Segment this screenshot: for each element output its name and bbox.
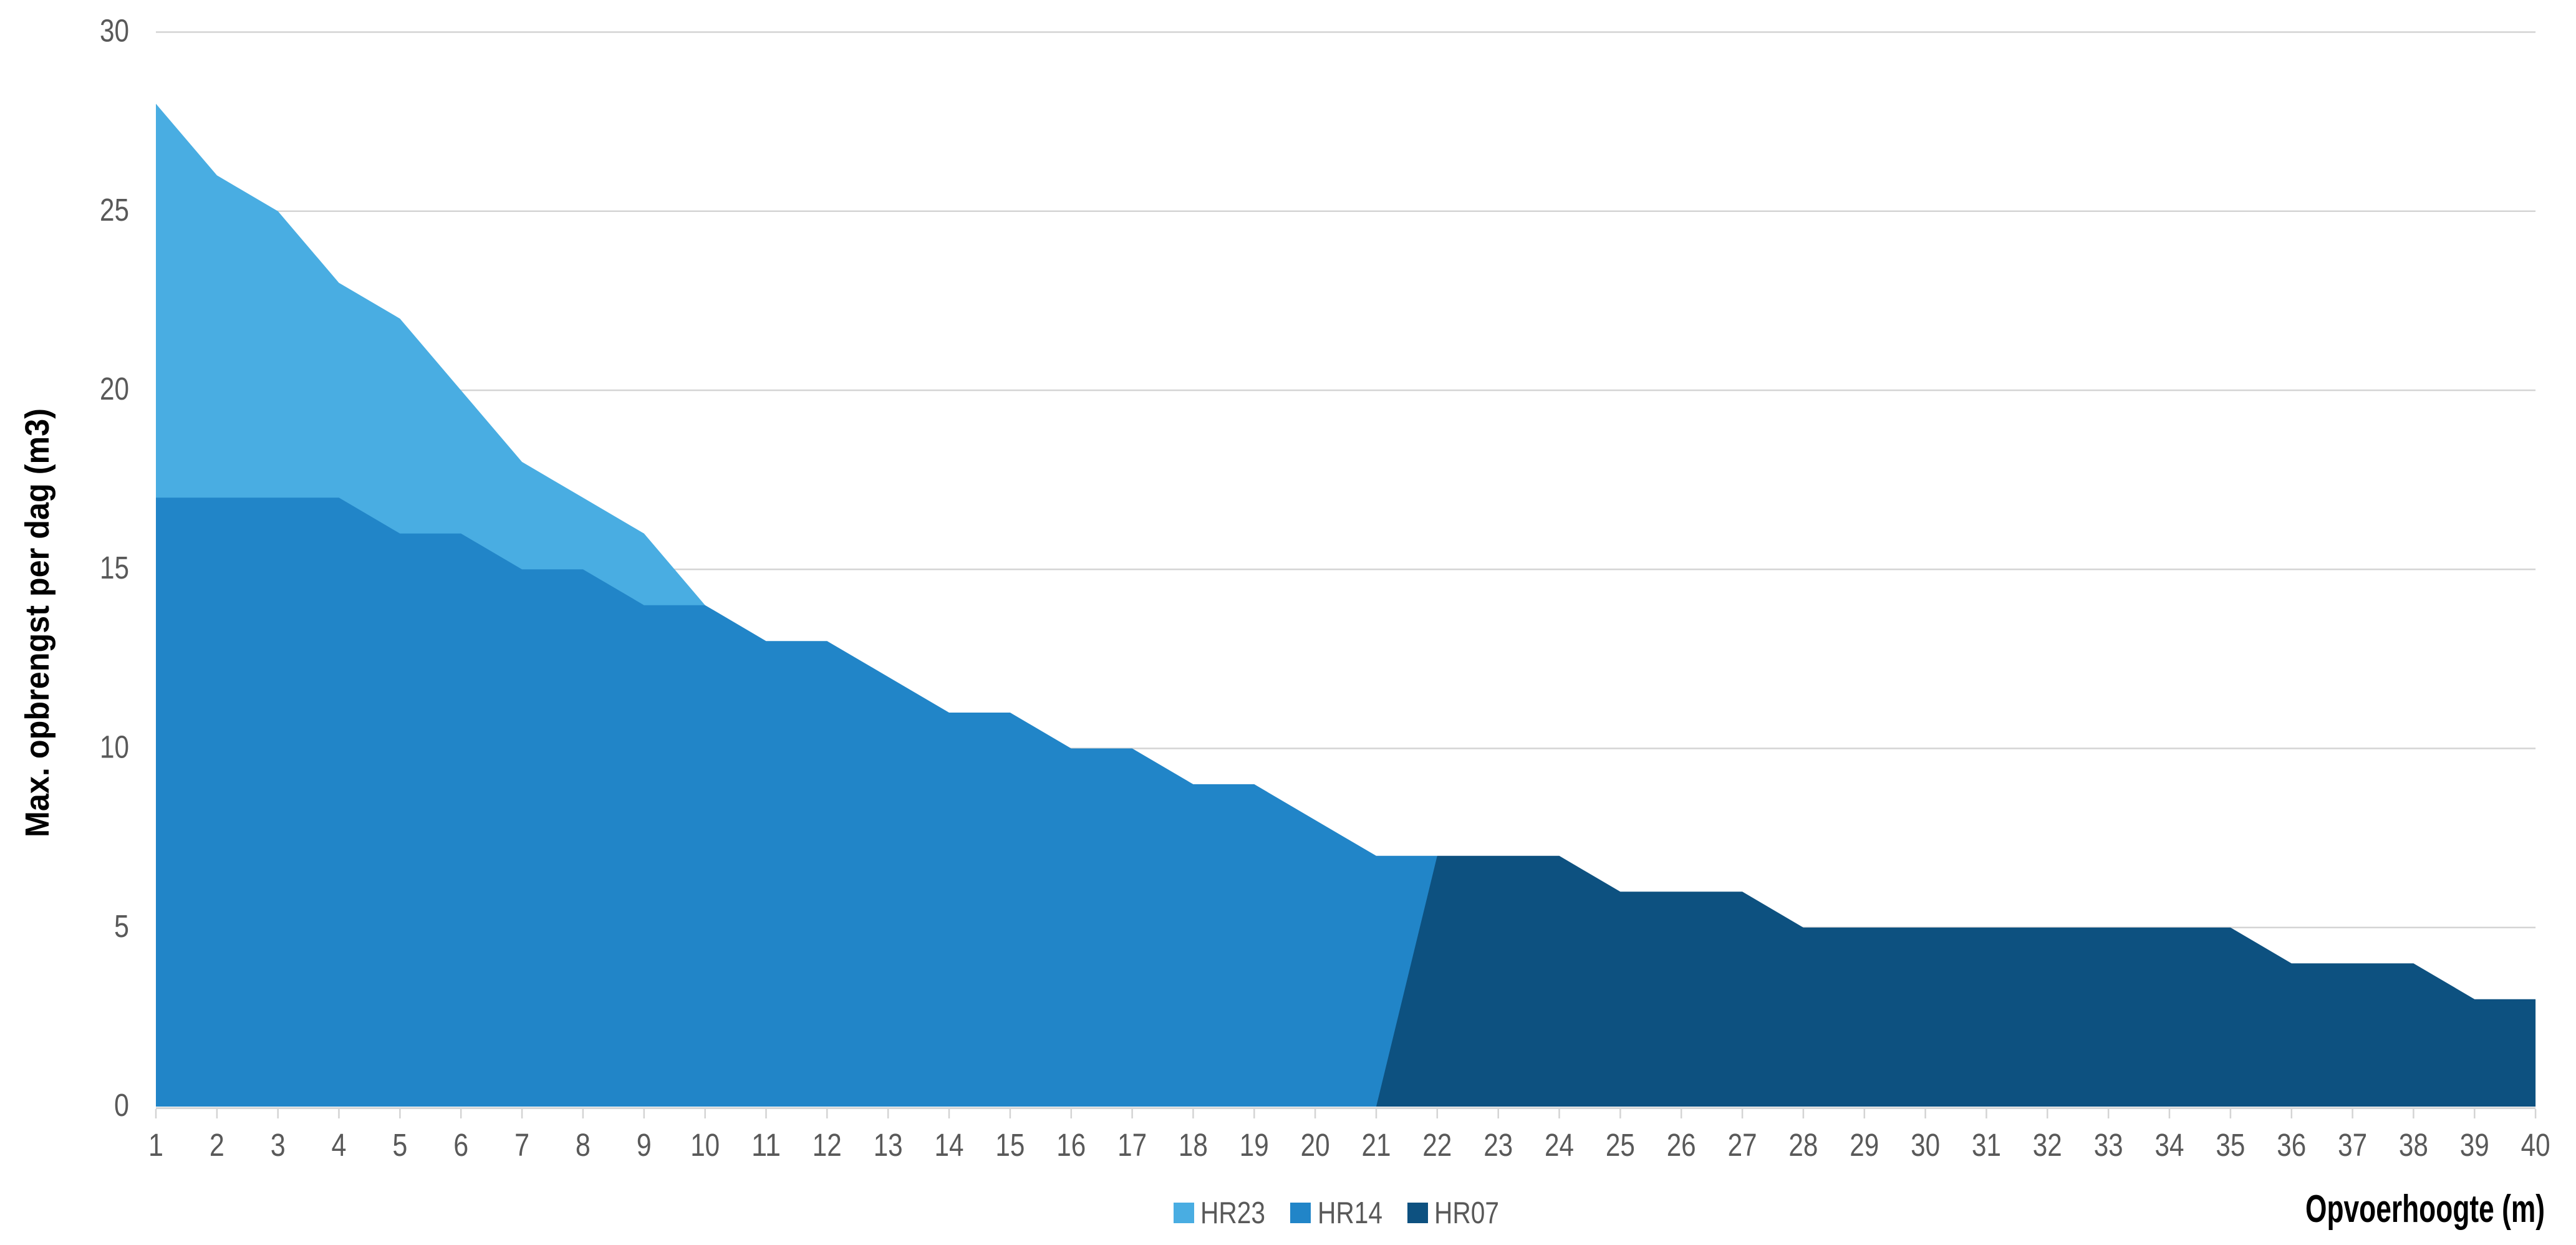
svg-text:14: 14 [935, 1127, 964, 1163]
svg-text:17: 17 [1117, 1127, 1147, 1163]
svg-text:39: 39 [2460, 1127, 2489, 1163]
svg-text:30: 30 [1911, 1127, 1940, 1163]
svg-text:1: 1 [148, 1127, 163, 1163]
svg-text:20: 20 [100, 371, 129, 406]
svg-text:34: 34 [2155, 1127, 2184, 1163]
svg-text:7: 7 [514, 1127, 529, 1163]
svg-text:15: 15 [995, 1127, 1025, 1163]
svg-text:HR23: HR23 [1200, 1196, 1265, 1230]
svg-text:HR07: HR07 [1434, 1196, 1499, 1230]
svg-text:31: 31 [1972, 1127, 2001, 1163]
svg-text:2: 2 [210, 1127, 224, 1163]
svg-text:6: 6 [453, 1127, 468, 1163]
svg-text:24: 24 [1545, 1127, 1574, 1163]
svg-text:5: 5 [114, 908, 129, 944]
svg-text:10: 10 [100, 729, 129, 765]
svg-text:38: 38 [2399, 1127, 2428, 1163]
svg-text:HR14: HR14 [1318, 1196, 1382, 1230]
svg-text:4: 4 [332, 1127, 347, 1163]
svg-text:30: 30 [100, 13, 129, 49]
svg-text:Opvoerhoogte (m): Opvoerhoogte (m) [2305, 1188, 2545, 1231]
svg-text:29: 29 [1850, 1127, 1879, 1163]
svg-text:3: 3 [271, 1127, 286, 1163]
svg-text:22: 22 [1422, 1127, 1452, 1163]
svg-text:32: 32 [2033, 1127, 2062, 1163]
svg-text:8: 8 [576, 1127, 591, 1163]
svg-text:Max. opbrengst per dag (m3): Max. opbrengst per dag (m3) [19, 408, 56, 837]
svg-text:5: 5 [392, 1127, 407, 1163]
svg-text:0: 0 [114, 1087, 129, 1123]
svg-text:28: 28 [1788, 1127, 1818, 1163]
svg-text:35: 35 [2216, 1127, 2245, 1163]
svg-text:26: 26 [1667, 1127, 1696, 1163]
svg-text:13: 13 [874, 1127, 903, 1163]
svg-text:25: 25 [100, 192, 129, 228]
svg-text:20: 20 [1301, 1127, 1330, 1163]
svg-text:37: 37 [2338, 1127, 2367, 1163]
svg-text:18: 18 [1179, 1127, 1208, 1163]
svg-text:19: 19 [1240, 1127, 1269, 1163]
svg-text:40: 40 [2521, 1127, 2550, 1163]
svg-text:25: 25 [1606, 1127, 1635, 1163]
svg-text:27: 27 [1728, 1127, 1757, 1163]
svg-text:15: 15 [100, 550, 129, 585]
svg-text:12: 12 [813, 1127, 842, 1163]
svg-text:11: 11 [751, 1127, 781, 1163]
svg-text:9: 9 [637, 1127, 652, 1163]
svg-text:16: 16 [1056, 1127, 1086, 1163]
svg-text:10: 10 [690, 1127, 720, 1163]
svg-text:23: 23 [1483, 1127, 1513, 1163]
svg-text:36: 36 [2277, 1127, 2306, 1163]
svg-text:21: 21 [1362, 1127, 1391, 1163]
svg-text:33: 33 [2094, 1127, 2123, 1163]
